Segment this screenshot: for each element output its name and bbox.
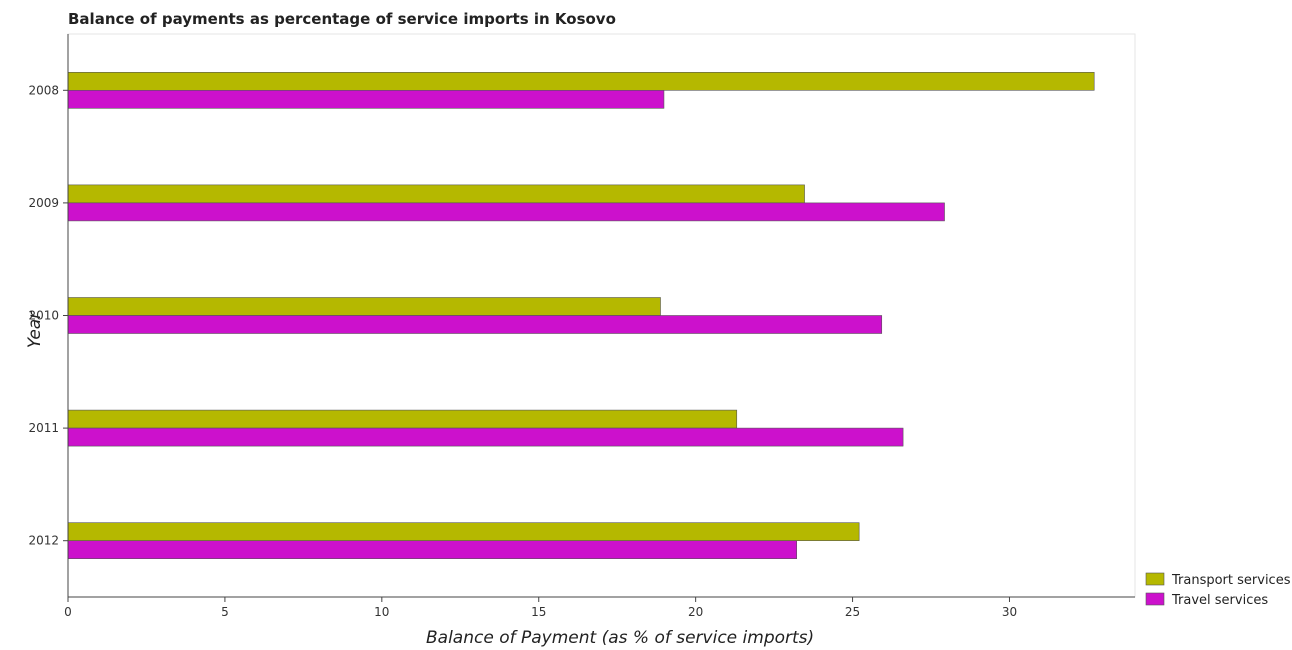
legend-label-transport-services: Transport services: [1171, 573, 1291, 588]
bar-travel-services-2012: [67, 540, 797, 560]
bar-transport-services-2011: [67, 409, 738, 429]
legend-swatch-transport-services: [1145, 572, 1165, 586]
bar-transport-services-2012: [67, 522, 860, 542]
x-tick-label: 20: [688, 605, 703, 619]
y-axis-label: Year: [25, 311, 45, 348]
bars-group: [67, 72, 1095, 560]
y-tick-label-2009: 2009: [28, 196, 59, 210]
legend-swatch-travel-services: [1145, 592, 1165, 606]
bar-travel-services-2010: [67, 315, 883, 334]
y-tick-label-2012: 2012: [28, 534, 59, 548]
bar-transport-services-2009: [67, 184, 805, 204]
x-tick-label: 5: [221, 605, 229, 619]
bar-transport-services-2008: [67, 72, 1095, 91]
y-tick-label-2010: 2010: [28, 309, 59, 323]
x-tick-label: 15: [531, 605, 546, 619]
chart-title: Balance of payments as percentage of ser…: [68, 10, 616, 28]
x-ticks-group: 0 5 10 15 20 25 30: [64, 597, 1017, 619]
x-tick-label: 25: [845, 605, 860, 619]
y-tick-label-2008: 2008: [28, 83, 59, 97]
bar-travel-services-2008: [67, 90, 665, 109]
y-ticks-group: 2008 2009 2010 2011 2012: [28, 83, 68, 548]
y-tick-label-2011: 2011: [28, 421, 59, 435]
legend: Transport services Travel services: [1145, 572, 1291, 608]
legend-label-travel-services: Travel services: [1171, 593, 1268, 608]
x-tick-label: 10: [374, 605, 389, 619]
x-axis-label: Balance of Payment (as % of service impo…: [426, 628, 814, 648]
x-tick-label: 0: [64, 605, 72, 619]
bar-travel-services-2009: [67, 202, 945, 222]
x-tick-label: 30: [1002, 605, 1017, 619]
bar-transport-services-2010: [67, 297, 661, 316]
bar-travel-services-2011: [67, 427, 904, 447]
